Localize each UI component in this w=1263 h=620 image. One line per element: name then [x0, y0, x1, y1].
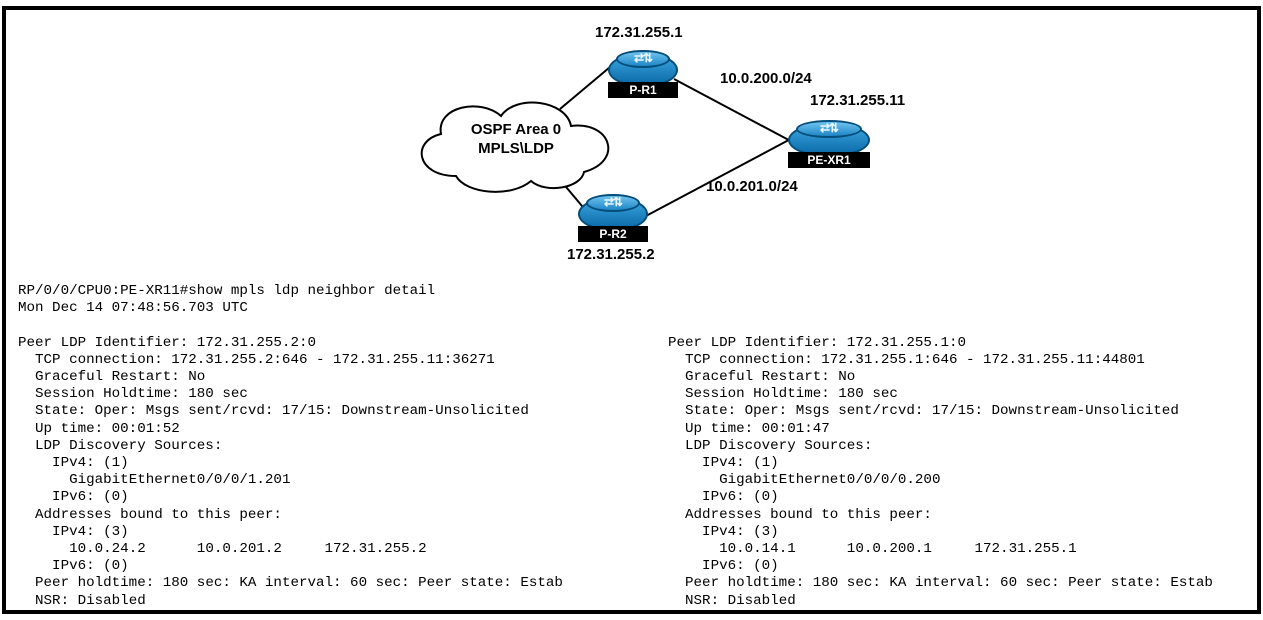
- peer1-state: Oper: Msgs sent/rcvd: 17/15: Downstream-…: [95, 403, 529, 419]
- peer1-gr: No: [188, 369, 205, 385]
- peer1-disc-v4: (1): [103, 455, 129, 471]
- peer1-id: 172.31.255.2:0: [197, 335, 316, 351]
- peer1-disc-if: GigabitEthernet0/0/0/1.201: [69, 472, 290, 488]
- router-p-r2-label: P-R2: [578, 226, 648, 242]
- router-p-r1: ⇄⇅ P-R1: [608, 54, 678, 96]
- router-p-r1-label: P-R1: [608, 82, 678, 98]
- peer1-tcp: 172.31.255.2:646 - 172.31.255.11:36271: [171, 352, 495, 368]
- peer2-ph: 180 sec: KA interval: 60 sec: Peer state…: [813, 575, 1213, 591]
- peer2-addr-v4: (3): [753, 524, 779, 540]
- peer2-id: 172.31.255.1:0: [847, 335, 966, 351]
- peer2-disc-if: GigabitEthernet0/0/0/0.200: [719, 472, 940, 488]
- router-p-r2: ⇄⇅ P-R2: [578, 198, 648, 240]
- peer-block-2: Peer LDP Identifier: 172.31.255.1:0 TCP …: [668, 335, 1263, 610]
- cloud-line2: MPLS\LDP: [406, 139, 626, 158]
- peer1-up: 00:01:52: [112, 421, 180, 437]
- peer2-disc-v6: (0): [753, 489, 779, 505]
- router-pe-xr1-label: PE-XR1: [788, 152, 870, 168]
- router-p-r2-ip: 172.31.255.2: [567, 246, 655, 263]
- peer1-hold: 180 sec: [188, 386, 248, 402]
- peer2-addr-list: 10.0.14.1 10.0.200.1 172.31.255.1: [719, 541, 1077, 557]
- link-label-top: 10.0.200.0/24: [720, 70, 812, 87]
- router-pe-xr1-ip: 172.31.255.11: [810, 92, 905, 109]
- peer2-disc-v4: (1): [753, 455, 779, 471]
- link-label-bottom: 10.0.201.0/24: [706, 178, 798, 195]
- peer2-gr: No: [838, 369, 855, 385]
- network-diagram: OSPF Area 0 MPLS\LDP ⇄⇅ P-R1 172.31.255.…: [0, 6, 1263, 256]
- router-pe-xr1: ⇄⇅ PE-XR1: [788, 124, 870, 166]
- cloud-line1: OSPF Area 0: [406, 120, 626, 139]
- peer2-tcp: 172.31.255.1:646 - 172.31.255.11:44801: [821, 352, 1145, 368]
- peer2-up: 00:01:47: [762, 421, 830, 437]
- peer1-nsr: Disabled: [78, 593, 146, 609]
- peer2-nsr: Disabled: [728, 593, 796, 609]
- peer1-disc-v6: (0): [103, 489, 129, 505]
- peer2-hold: 180 sec: [838, 386, 898, 402]
- peer1-addr-v4: (3): [103, 524, 129, 540]
- peer1-addr-list: 10.0.24.2 10.0.201.2 172.31.255.2: [69, 541, 427, 557]
- router-p-r1-ip: 172.31.255.1: [595, 24, 683, 41]
- peer2-state: Oper: Msgs sent/rcvd: 17/15: Downstream-…: [745, 403, 1179, 419]
- peer1-addr-v6: (0): [103, 558, 129, 574]
- cli-output: RP/0/0/CPU0:PE-XR11#show mpls ldp neighb…: [18, 266, 1245, 610]
- link-p-r1-pe-xr1: [674, 78, 790, 141]
- peer2-addr-v6: (0): [753, 558, 779, 574]
- peer-block-1: Peer LDP Identifier: 172.31.255.2:0 TCP …: [18, 335, 628, 610]
- cli-prompt: RP/0/0/CPU0:PE-XR11#show mpls ldp neighb…: [18, 283, 435, 299]
- cli-timestamp: Mon Dec 14 07:48:56.703 UTC: [18, 300, 248, 316]
- peer1-ph: 180 sec: KA interval: 60 sec: Peer state…: [163, 575, 563, 591]
- ospf-cloud: OSPF Area 0 MPLS\LDP: [406, 86, 626, 196]
